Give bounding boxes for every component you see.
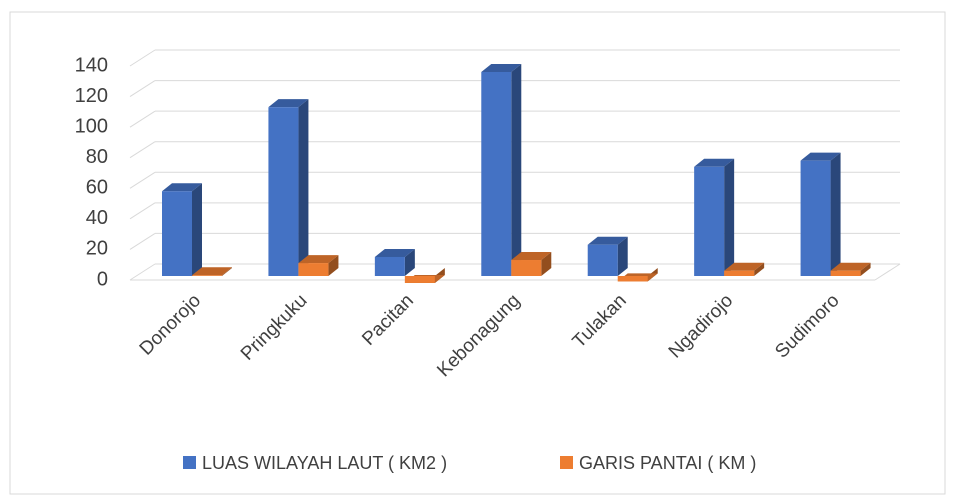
y-tick-label: 100 (75, 115, 108, 137)
bar (374, 256, 405, 276)
bar-top (268, 99, 309, 108)
legend-swatch (560, 456, 573, 469)
bar (404, 276, 435, 283)
bar-side (328, 255, 339, 276)
bar-top (298, 255, 339, 264)
bar-top (724, 262, 765, 271)
bar-top (694, 158, 735, 167)
bar-side (541, 252, 552, 276)
bar (481, 72, 512, 276)
grid-line (129, 80, 156, 97)
bar-top (481, 64, 522, 72)
grid-line (129, 49, 156, 67)
bar-top (162, 183, 202, 192)
bar (192, 275, 222, 276)
legend-label: LUAS WILAYAH LAUT ( KM2 ) (202, 453, 447, 473)
bar (268, 107, 299, 277)
axis-line (874, 263, 901, 281)
y-tick-label: 140 (75, 54, 108, 76)
bar-top (192, 267, 232, 276)
bar-top (800, 152, 841, 161)
grid-line (129, 110, 156, 128)
bar-side (830, 152, 841, 276)
bar-top (511, 252, 552, 261)
y-tick-label: 0 (97, 268, 108, 290)
legend-swatch (183, 456, 196, 469)
bar-side (511, 64, 522, 276)
bar-side (404, 248, 415, 276)
bar (724, 270, 755, 276)
bar (587, 244, 618, 276)
grid-line (129, 263, 156, 281)
bar-side (617, 236, 628, 276)
bar-side (754, 262, 765, 276)
bar (800, 160, 831, 276)
bar (511, 260, 542, 276)
bar-side (222, 267, 232, 276)
y-tick-label: 60 (86, 177, 108, 199)
bar-side (860, 262, 871, 276)
grid-line (129, 233, 156, 250)
y-tick-label: 20 (86, 238, 108, 260)
y-tick-label: 80 (86, 146, 108, 168)
bar (298, 263, 329, 276)
bar-side (298, 99, 309, 277)
bar-top (587, 236, 628, 245)
bar (694, 166, 725, 276)
y-tick-label: 40 (86, 207, 108, 229)
grid-line (129, 202, 156, 220)
grid-line (129, 141, 156, 159)
bar-side (724, 158, 735, 276)
legend-label: GARIS PANTAI ( KM ) (579, 453, 756, 473)
bar-side (192, 183, 202, 276)
bar (617, 276, 648, 282)
grid-line (129, 171, 156, 189)
bar-top (830, 262, 871, 271)
bar (162, 191, 192, 276)
bar-top (374, 248, 415, 257)
y-tick-label: 120 (75, 85, 108, 107)
bar (830, 270, 861, 276)
